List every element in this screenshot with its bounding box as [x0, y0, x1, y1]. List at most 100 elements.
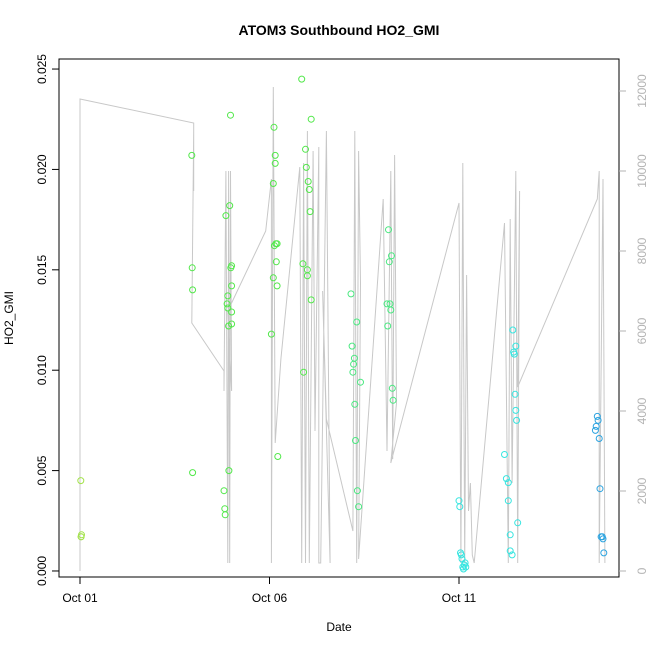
data-point [274, 453, 282, 460]
data-point [350, 354, 358, 362]
data-point [384, 322, 392, 330]
data-point [302, 145, 309, 153]
data-point [389, 396, 397, 404]
data-point [593, 412, 601, 420]
altitude-trace-line [79, 86, 606, 571]
data-point [462, 563, 470, 571]
y-tick-label: 0.015 [35, 254, 49, 284]
data-point [189, 469, 197, 477]
data-point [305, 186, 313, 193]
right-axis-tick-label: 12000 [635, 74, 649, 108]
data-point [269, 180, 277, 187]
right-axis-tick-label: 8000 [635, 237, 649, 264]
data-point [594, 416, 602, 424]
y-tick-label: 0.005 [35, 455, 49, 485]
data-point [228, 320, 236, 328]
data-point [511, 390, 519, 398]
data-point [303, 272, 311, 280]
data-point [388, 384, 396, 392]
data-point [267, 330, 275, 338]
x-axis-label: Date [326, 620, 352, 634]
data-point [224, 304, 232, 312]
right-axis-tick-label: 0 [635, 567, 649, 574]
data-point [502, 475, 510, 483]
y-tick-label: 0.010 [35, 355, 49, 385]
data-point [385, 258, 393, 266]
data-point [303, 266, 311, 274]
data-point [595, 435, 603, 442]
data-point [509, 326, 517, 334]
data-point [189, 286, 197, 294]
data-point [506, 531, 514, 539]
data-point [591, 426, 599, 434]
data-point [387, 306, 395, 314]
x-tick-label: Oct 01 [62, 591, 98, 605]
data-point [271, 151, 279, 159]
data-point [78, 531, 85, 539]
data-point [228, 308, 236, 316]
data-point [224, 292, 232, 300]
right-axis-tick-label: 10000 [635, 154, 649, 188]
data-point [347, 290, 355, 298]
data-point [306, 208, 314, 216]
data-point [348, 342, 356, 350]
data-point [355, 503, 363, 511]
data-point [513, 416, 521, 424]
x-tick-label: Oct 06 [252, 591, 288, 605]
data-point [77, 477, 85, 485]
data-point [221, 511, 229, 519]
data-point [353, 318, 361, 326]
data-point [272, 258, 280, 266]
data-point [228, 282, 236, 290]
data-point [599, 535, 607, 543]
data-point [188, 151, 196, 159]
data-point [357, 378, 364, 386]
y-tick-label: 0.000 [35, 556, 49, 586]
data-point [461, 559, 469, 567]
data-point [600, 549, 608, 557]
data-point [302, 163, 310, 171]
right-axis-tick-label: 4000 [635, 397, 649, 424]
data-point [220, 487, 228, 495]
data-point [504, 479, 512, 487]
data-point [353, 487, 361, 495]
data-point [225, 467, 233, 475]
data-point [351, 400, 359, 408]
right-axis-tick-label: 6000 [635, 317, 649, 344]
y-tick-label: 0.025 [35, 54, 49, 84]
data-point [501, 451, 508, 458]
data-point [512, 406, 520, 414]
data-point [299, 260, 307, 268]
data-point [385, 226, 392, 234]
data-point [304, 178, 312, 185]
data-point [226, 202, 234, 210]
data-point [388, 252, 395, 260]
data-point [271, 159, 279, 167]
data-points-layer [77, 75, 608, 573]
data-point [457, 551, 465, 559]
data-point [188, 264, 196, 272]
data-point [228, 262, 236, 270]
x-tick-label: Oct 11 [442, 591, 477, 605]
data-point [298, 75, 306, 83]
data-point [514, 519, 522, 527]
right-axis-tick-label: 2000 [635, 477, 649, 504]
axes-layer: 0.000 0.005 0.010 0.015 0.020 0.025 Oct 01 Oct … [35, 54, 649, 605]
data-point [458, 555, 466, 563]
data-point [221, 505, 229, 513]
chart-title: ATOM3 Southbound HO2_GMI [239, 22, 440, 38]
data-point [300, 368, 308, 376]
data-point [596, 485, 604, 493]
data-point [269, 274, 277, 282]
data-point [504, 497, 512, 505]
data-point [273, 240, 281, 248]
data-point [223, 300, 231, 308]
data-point [512, 342, 520, 350]
plot-frame [58, 58, 620, 578]
data-point [222, 212, 230, 220]
data-point [456, 503, 464, 511]
data-point [307, 296, 315, 304]
data-point [270, 123, 278, 131]
data-point [227, 111, 234, 119]
